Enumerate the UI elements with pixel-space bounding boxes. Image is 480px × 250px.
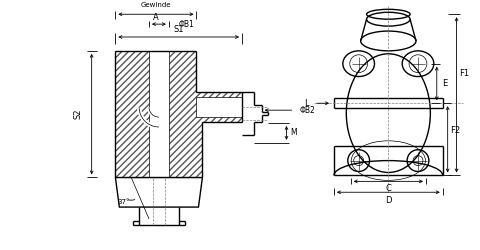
Polygon shape [149, 51, 169, 177]
Text: E: E [442, 79, 447, 88]
Text: S2: S2 [73, 109, 83, 119]
Text: C: C [385, 184, 391, 193]
Text: ΦB2: ΦB2 [300, 106, 315, 115]
Text: D: D [385, 196, 392, 205]
Polygon shape [196, 97, 242, 117]
Text: F1: F1 [459, 69, 469, 78]
Polygon shape [115, 51, 242, 177]
Text: L: L [305, 99, 309, 108]
Text: S1: S1 [173, 24, 184, 34]
Text: A: A [153, 13, 159, 22]
Text: M: M [290, 128, 297, 138]
Text: F2: F2 [451, 126, 461, 136]
Text: ΦB1: ΦB1 [179, 20, 194, 29]
Text: 37°: 37° [117, 199, 130, 205]
Text: Gewinde: Gewinde [141, 2, 171, 8]
